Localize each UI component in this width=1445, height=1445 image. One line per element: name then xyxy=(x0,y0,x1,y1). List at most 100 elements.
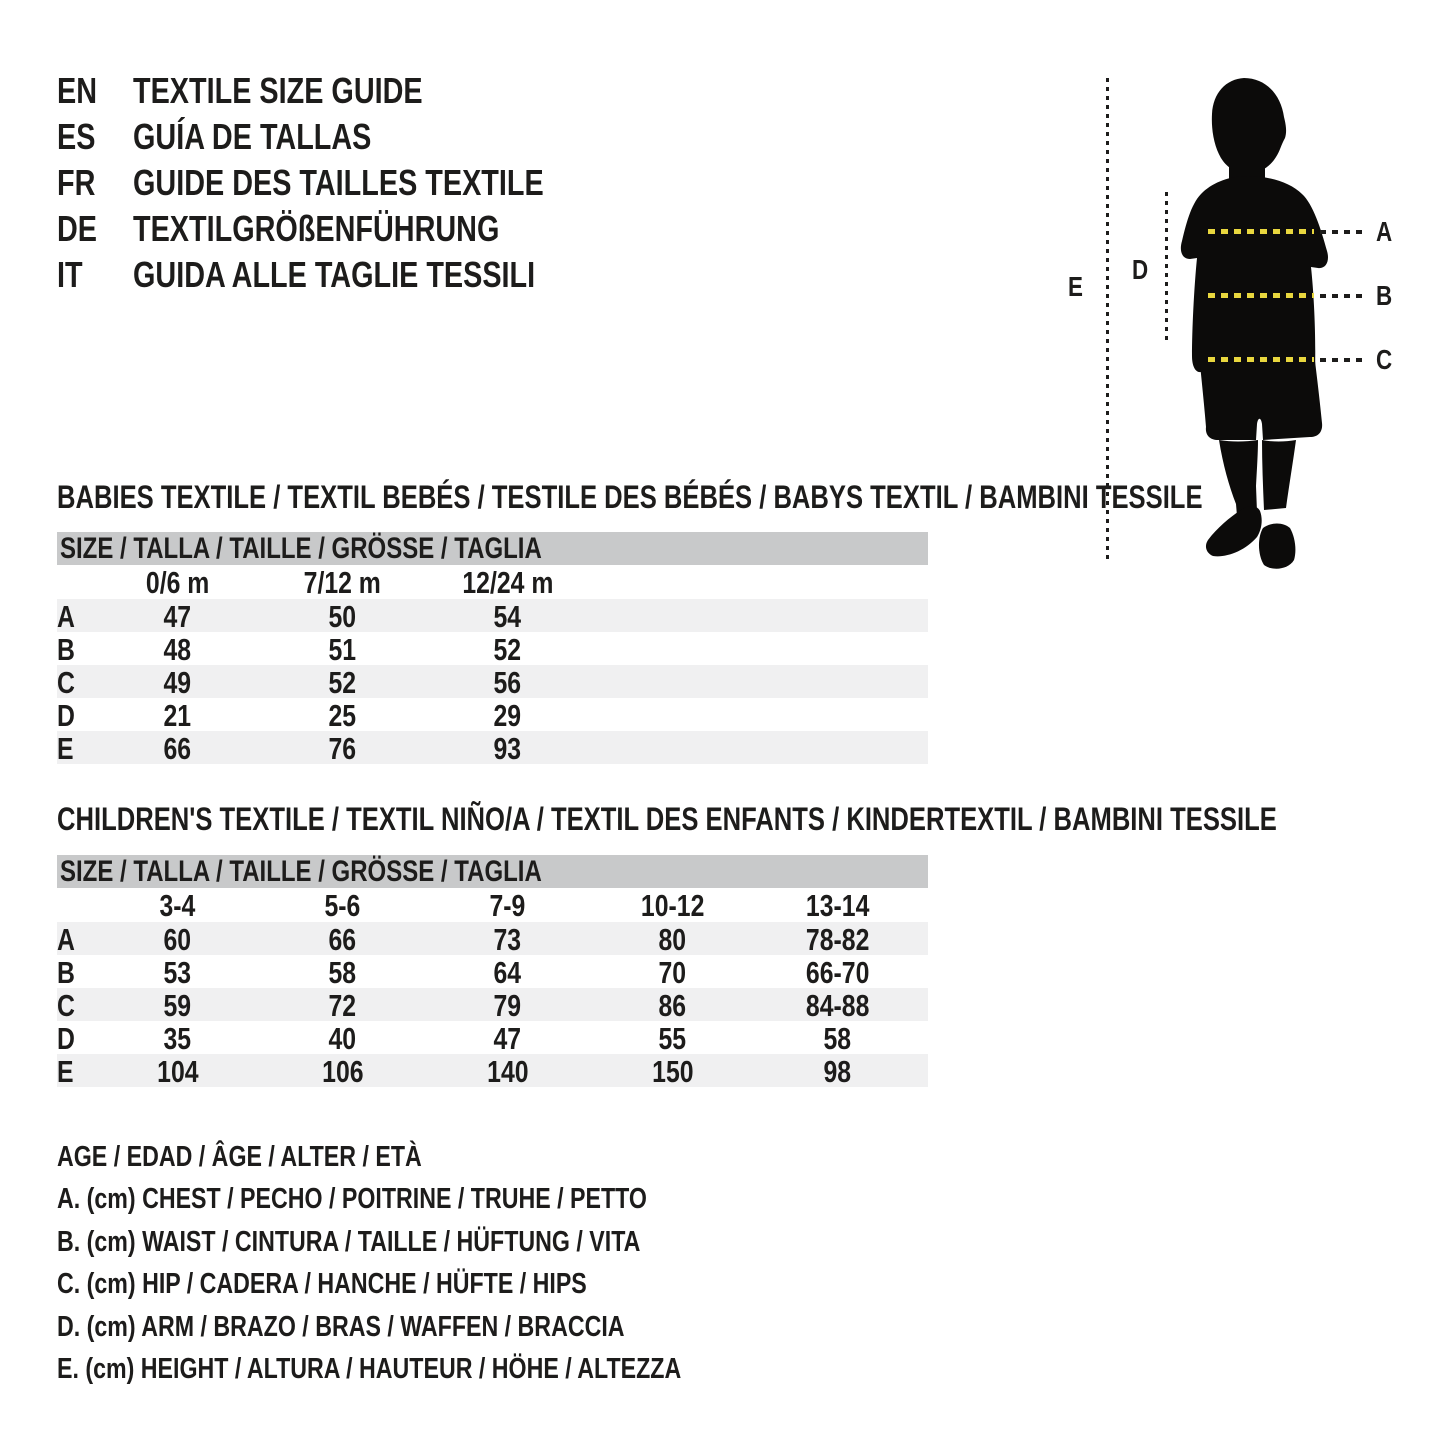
hip-measure-dash-black xyxy=(1320,358,1365,362)
chest-measure-dash-black xyxy=(1320,230,1365,234)
measure-value: 84-88 xyxy=(805,988,870,1023)
silhouette-right-shoe xyxy=(1258,523,1296,569)
measure-value: 29 xyxy=(493,698,522,733)
measure-value: 106 xyxy=(321,1054,364,1089)
row-label: A xyxy=(57,922,75,957)
measure-value: 93 xyxy=(493,731,522,766)
language-code: FR xyxy=(57,162,96,203)
table-row: D 21 25 29 xyxy=(57,698,928,733)
measure-value: 66 xyxy=(163,731,192,766)
babies-size-table: SIZE / TALLA / TAILLE / GRÖSSE / TAGLIA … xyxy=(57,532,928,766)
legend-age-line: AGE / EDAD / ÂGE / ALTER / ETÀ xyxy=(57,1141,422,1173)
guide-title: GUIDA ALLE TAGLIE TESSILI xyxy=(133,254,536,295)
measure-value: 58 xyxy=(823,1021,852,1056)
measure-value: 80 xyxy=(658,922,687,957)
arm-measure-dotted-line-D xyxy=(1165,192,1168,342)
silhouette-shirt xyxy=(1180,176,1328,378)
legend-height-line: E. (cm) HEIGHT / ALTURA / HAUTEUR / HÖHE… xyxy=(57,1352,682,1385)
silhouette-shorts xyxy=(1199,352,1323,440)
marker-label-a: A xyxy=(1376,216,1393,247)
measure-value: 76 xyxy=(328,731,357,766)
measure-value: 104 xyxy=(156,1054,199,1089)
child-silhouette xyxy=(1180,78,1328,569)
row-label: E xyxy=(57,731,74,766)
silhouette-head xyxy=(1211,78,1287,174)
hip-measure-dash-yellow xyxy=(1208,357,1314,362)
children-size-header-bar: SIZE / TALLA / TAILLE / GRÖSSE / TAGLIA xyxy=(57,855,928,888)
row-label: C xyxy=(57,665,75,700)
column-header: 0/6 m xyxy=(145,565,210,600)
measure-value: 66-70 xyxy=(805,955,870,990)
measure-value: 64 xyxy=(493,955,522,990)
measurement-legend: AGE / EDAD / ÂGE / ALTER / ETÀ A. (cm) C… xyxy=(57,1136,837,1390)
table-row: E 104 106 140 150 98 xyxy=(57,1054,928,1089)
table-row: A 47 50 54 xyxy=(57,599,928,634)
table-row: D 35 40 47 55 58 xyxy=(57,1021,928,1056)
column-header: 10-12 xyxy=(640,888,705,923)
language-code: EN xyxy=(57,70,98,111)
guide-title: GUÍA DE TALLAS xyxy=(133,116,372,157)
measure-value: 21 xyxy=(163,698,192,733)
measure-value: 98 xyxy=(823,1054,852,1089)
children-size-table: SIZE / TALLA / TAILLE / GRÖSSE / TAGLIA … xyxy=(57,855,928,1089)
height-measure-dotted-line-E xyxy=(1106,78,1109,563)
language-code: IT xyxy=(57,254,83,295)
silhouette-right-leg xyxy=(1262,440,1296,510)
children-age-columns-row: 3-4 5-6 7-9 10-12 13-14 xyxy=(57,888,928,923)
language-row: DE TEXTILGRÖßENFÜHRUNG xyxy=(57,206,646,252)
language-code: ES xyxy=(57,116,96,157)
guide-title: TEXTILE SIZE GUIDE xyxy=(133,70,423,111)
measure-value: 140 xyxy=(486,1054,529,1089)
waist-measure-dash-yellow xyxy=(1208,293,1314,298)
measure-value: 35 xyxy=(163,1021,192,1056)
table-row: E 66 76 93 xyxy=(57,731,928,766)
measure-value: 56 xyxy=(493,665,522,700)
marker-label-b: B xyxy=(1376,280,1393,311)
measure-value: 79 xyxy=(493,988,522,1023)
measure-value: 50 xyxy=(328,599,357,634)
babies-size-header-bar: SIZE / TALLA / TAILLE / GRÖSSE / TAGLIA xyxy=(57,532,928,565)
table-row: C 59 72 79 86 84-88 xyxy=(57,988,928,1023)
measure-value: 78-82 xyxy=(805,922,870,957)
measure-value: 66 xyxy=(328,922,357,957)
column-header: 13-14 xyxy=(805,888,870,923)
column-header: 5-6 xyxy=(324,888,361,923)
language-row: FR GUIDE DES TAILLES TEXTILE xyxy=(57,160,646,206)
row-label: D xyxy=(57,698,75,733)
measure-value: 40 xyxy=(328,1021,357,1056)
row-label: B xyxy=(57,955,75,990)
column-header: 7/12 m xyxy=(303,565,382,600)
measure-value: 53 xyxy=(163,955,192,990)
marker-label-c: C xyxy=(1376,344,1393,375)
measure-value: 59 xyxy=(163,988,192,1023)
table-row: B 53 58 64 70 66-70 xyxy=(57,955,928,990)
row-label: E xyxy=(57,1054,74,1089)
legend-chest-line: A. (cm) CHEST / PECHO / POITRINE / TRUHE… xyxy=(57,1183,647,1216)
measure-value: 51 xyxy=(328,632,357,667)
language-row: ES GUÍA DE TALLAS xyxy=(57,114,646,160)
measure-value: 25 xyxy=(328,698,357,733)
children-section-title: CHILDREN'S TEXTILE / TEXTIL NIÑO/A / TEX… xyxy=(57,801,1277,837)
measure-value: 52 xyxy=(493,632,522,667)
language-code: DE xyxy=(57,208,98,249)
column-header: 12/24 m xyxy=(461,565,553,600)
measure-value: 55 xyxy=(658,1021,687,1056)
language-row: IT GUIDA ALLE TAGLIE TESSILI xyxy=(57,252,646,298)
row-label: A xyxy=(57,599,75,634)
babies-section-title: BABIES TEXTILE / TEXTIL BEBÉS / TESTILE … xyxy=(57,479,1203,515)
row-label: D xyxy=(57,1021,75,1056)
table-row: B 48 51 52 xyxy=(57,632,928,667)
silhouette-left-leg xyxy=(1219,440,1258,516)
measure-value: 72 xyxy=(328,988,357,1023)
measure-value: 58 xyxy=(328,955,357,990)
table-row: C 49 52 56 xyxy=(57,665,928,700)
language-title-list: EN TEXTILE SIZE GUIDE ES GUÍA DE TALLAS … xyxy=(57,68,646,298)
measure-value: 54 xyxy=(493,599,522,634)
measure-value: 47 xyxy=(163,599,192,634)
measure-value: 150 xyxy=(651,1054,694,1089)
measure-value: 60 xyxy=(163,922,192,957)
marker-label-e: E xyxy=(1068,271,1083,302)
marker-label-d: D xyxy=(1132,254,1149,285)
chest-measure-dash-yellow xyxy=(1208,229,1314,234)
column-header: 7-9 xyxy=(489,888,526,923)
